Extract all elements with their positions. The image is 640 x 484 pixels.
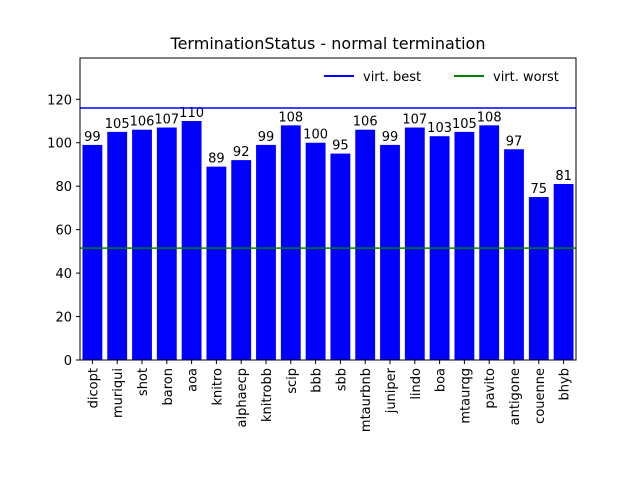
data-label-knitrobb: 99 bbox=[258, 130, 275, 145]
y-tick-label: 120 bbox=[47, 93, 72, 108]
x-tick-label-antigone: antigone bbox=[508, 368, 523, 425]
x-tick-label-scip: scip bbox=[285, 368, 300, 394]
x-tick-label-juniper: juniper bbox=[384, 367, 399, 414]
data-label-couenne: 75 bbox=[531, 182, 548, 197]
data-label-mtaurbnb: 106 bbox=[353, 115, 378, 130]
x-tick-label-knitrobb: knitrobb bbox=[260, 368, 275, 422]
y-tick-label: 100 bbox=[47, 137, 72, 152]
bar-pavito bbox=[479, 125, 500, 361]
bar-dicopt bbox=[82, 144, 103, 360]
x-tick-label-mtaurbnb: mtaurbnb bbox=[359, 368, 374, 432]
bar-baron bbox=[156, 127, 177, 360]
bar-shot bbox=[132, 129, 152, 360]
data-label-pavito: 108 bbox=[477, 110, 502, 125]
data-label-bhyb: 81 bbox=[555, 169, 572, 184]
bar-bbb bbox=[305, 142, 326, 360]
data-label-dicopt: 99 bbox=[84, 130, 101, 145]
x-tick-label-bhyb: bhyb bbox=[558, 368, 573, 400]
data-label-bbb: 100 bbox=[303, 128, 328, 143]
y-tick-label: 80 bbox=[55, 180, 72, 195]
axes-frame bbox=[79, 57, 577, 361]
data-label-mtaurqg: 105 bbox=[452, 117, 477, 132]
legend: virt. best virt. worst bbox=[324, 70, 559, 85]
data-label-shot: 106 bbox=[130, 115, 155, 130]
legend-label-worst: virt. worst bbox=[493, 70, 559, 85]
y-tick-label: 20 bbox=[55, 311, 72, 326]
x-tick-label-mtaurqg: mtaurqg bbox=[458, 368, 473, 424]
x-tick-label-shot: shot bbox=[136, 368, 151, 396]
x-tick-label-lindo: lindo bbox=[409, 368, 424, 400]
x-tick-label-aoa: aoa bbox=[186, 368, 201, 392]
bar-aoa bbox=[181, 121, 202, 360]
data-label-scip: 108 bbox=[278, 110, 303, 125]
legend-label-best: virt. best bbox=[363, 70, 421, 85]
x-tick-label-sbb: sbb bbox=[334, 368, 349, 391]
bar-bhyb bbox=[553, 184, 574, 360]
data-label-juniper: 99 bbox=[382, 130, 399, 145]
bar-alphaecp bbox=[231, 160, 252, 360]
y-tick-label: 0 bbox=[64, 354, 72, 369]
y-tick-label: 60 bbox=[55, 224, 72, 239]
data-label-boa: 103 bbox=[427, 121, 452, 136]
bar-mtaurbnb bbox=[355, 129, 376, 360]
chart-title: TerminationStatus - normal termination bbox=[170, 34, 486, 53]
bar-knitro bbox=[206, 166, 227, 360]
x-tick-label-dicopt: dicopt bbox=[86, 368, 101, 408]
bar-antigone bbox=[504, 149, 524, 360]
x-tick-label-muriqui: muriqui bbox=[111, 368, 126, 418]
x-tick-label-baron: baron bbox=[161, 368, 176, 405]
data-label-muriqui: 105 bbox=[105, 117, 130, 132]
data-label-baron: 107 bbox=[154, 113, 179, 128]
bar-lindo bbox=[404, 127, 425, 360]
data-label-alphaecp: 92 bbox=[233, 145, 250, 160]
data-label-knitro: 89 bbox=[208, 152, 225, 167]
data-label-lindo: 107 bbox=[402, 113, 427, 128]
bar-muriqui bbox=[107, 131, 128, 360]
bar-couenne bbox=[528, 197, 549, 360]
y-tick-label: 40 bbox=[55, 267, 72, 282]
data-label-antigone: 97 bbox=[506, 134, 523, 149]
bar-mtaurqg bbox=[454, 131, 475, 360]
bar-knitrobb bbox=[256, 144, 276, 360]
x-tick-label-alphaecp: alphaecp bbox=[235, 368, 250, 427]
x-tick-label-couenne: couenne bbox=[533, 368, 548, 424]
x-tick-label-pavito: pavito bbox=[483, 368, 498, 409]
data-label-aoa: 110 bbox=[179, 106, 204, 121]
data-label-sbb: 95 bbox=[332, 139, 349, 154]
x-tick-label-bbb: bbb bbox=[310, 368, 325, 393]
bar-scip bbox=[280, 125, 301, 361]
bar-juniper bbox=[380, 144, 400, 360]
x-tick-label-boa: boa bbox=[434, 368, 449, 392]
bar-sbb bbox=[330, 153, 351, 360]
x-tick-label-knitro: knitro bbox=[210, 368, 225, 406]
